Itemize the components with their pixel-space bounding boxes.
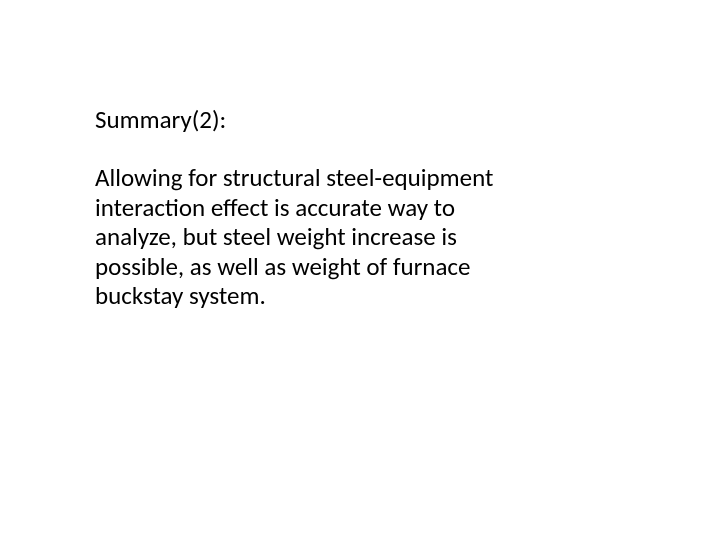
slide-heading: Summary(2): bbox=[95, 105, 515, 135]
slide-body-text: Allowing for structural steel-equipment … bbox=[95, 163, 515, 311]
slide-content: Summary(2): Allowing for structural stee… bbox=[95, 105, 515, 311]
